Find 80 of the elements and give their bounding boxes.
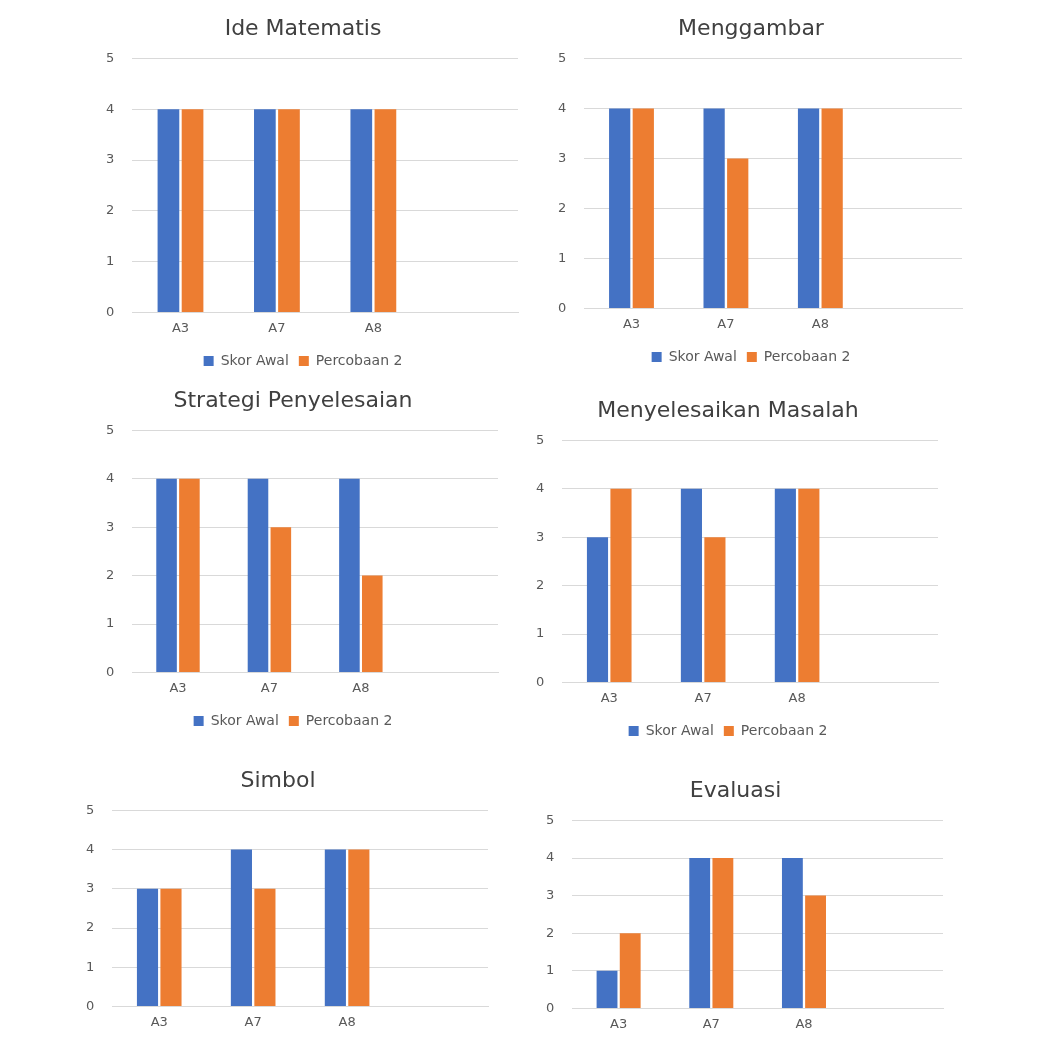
y-tick-label: 4 xyxy=(105,470,115,486)
y-tick-label: 4 xyxy=(105,100,115,116)
y-tick-label: 0 xyxy=(545,999,555,1015)
y-tick-label: 4 xyxy=(557,99,567,115)
y-tick-label: 5 xyxy=(85,801,95,817)
bar xyxy=(362,575,383,672)
bar xyxy=(619,933,641,1008)
x-tick-label: A3 xyxy=(169,679,187,695)
legend-label: Skor Awal xyxy=(220,351,289,368)
chart-title: Evaluasi xyxy=(689,776,782,802)
y-tick-label: 1 xyxy=(105,615,115,631)
chart-title: Menggambar xyxy=(678,14,825,40)
x-tick-label: A8 xyxy=(795,1015,813,1031)
y-tick-label: 3 xyxy=(557,149,567,165)
chart-title: Strategi Penyelesaian xyxy=(173,386,413,412)
bar xyxy=(156,478,177,672)
y-tick-label: 2 xyxy=(85,919,95,935)
legend-label: Percobaan 2 xyxy=(305,711,393,728)
x-tick-label: A7 xyxy=(260,679,279,695)
legend-label: Percobaan 2 xyxy=(763,347,851,364)
bar xyxy=(712,858,734,1008)
y-tick-label: 3 xyxy=(85,880,95,896)
legend-label: Percobaan 2 xyxy=(315,351,403,368)
bar xyxy=(247,478,269,672)
y-tick-label: 2 xyxy=(105,566,115,582)
y-tick-label: 0 xyxy=(85,997,95,1013)
y-tick-label: 2 xyxy=(535,576,545,592)
x-tick-label: A7 xyxy=(268,319,286,335)
y-tick-label: 0 xyxy=(105,303,115,319)
y-tick-label: 5 xyxy=(535,431,545,447)
y-tick-label: 2 xyxy=(105,202,115,218)
y-tick-label: 3 xyxy=(105,151,115,167)
x-tick-label: A3 xyxy=(171,319,190,335)
y-tick-label: 4 xyxy=(535,480,545,496)
x-tick-label: A7 xyxy=(694,689,712,705)
y-tick-label: 5 xyxy=(545,811,555,827)
x-tick-label: A7 xyxy=(244,1013,262,1029)
x-tick-label: A8 xyxy=(352,679,370,695)
y-tick-label: 3 xyxy=(535,528,545,544)
bar xyxy=(805,895,826,1008)
chart-title: Menyelesaikan Masalah xyxy=(597,396,859,422)
y-tick-label: 2 xyxy=(545,924,555,940)
bar xyxy=(270,527,292,672)
y-tick-label: 0 xyxy=(105,663,115,679)
y-tick-label: 1 xyxy=(105,252,115,268)
x-tick-label: A3 xyxy=(150,1013,168,1029)
y-tick-label: 1 xyxy=(557,249,567,265)
bar xyxy=(179,478,200,672)
y-tick-label: 4 xyxy=(545,849,555,865)
y-tick-label: 5 xyxy=(105,421,115,437)
x-tick-label: A8 xyxy=(788,689,806,705)
x-tick-label: A3 xyxy=(610,1015,628,1031)
chart-title: Simbol xyxy=(240,766,316,792)
y-tick-label: 4 xyxy=(85,840,95,856)
y-tick-label: 3 xyxy=(545,886,555,902)
y-tick-label: 1 xyxy=(535,625,545,641)
bar xyxy=(781,858,803,1008)
legend-label: Skor Awal xyxy=(645,721,714,738)
x-tick-label: A8 xyxy=(338,1013,356,1029)
bar xyxy=(339,478,360,672)
y-tick-label: 5 xyxy=(105,49,115,65)
legend-label: Percobaan 2 xyxy=(740,721,828,738)
y-tick-label: 5 xyxy=(557,49,567,65)
legend-label: Skor Awal xyxy=(210,711,279,728)
x-tick-label: A3 xyxy=(600,689,618,705)
legend-label: Skor Awal xyxy=(668,347,737,364)
y-tick-label: 3 xyxy=(105,518,115,534)
x-tick-label: A8 xyxy=(811,315,829,331)
y-tick-label: 2 xyxy=(557,199,567,215)
x-tick-label: A7 xyxy=(702,1015,720,1031)
x-tick-label: A8 xyxy=(364,319,382,335)
y-tick-label: 1 xyxy=(545,962,555,978)
chart-title: Ide Matematis xyxy=(224,14,382,40)
x-tick-label: A7 xyxy=(717,315,735,331)
bar xyxy=(596,970,618,1008)
y-tick-label: 0 xyxy=(535,673,545,689)
y-tick-label: 1 xyxy=(85,958,95,974)
bar xyxy=(689,858,711,1008)
y-tick-label: 0 xyxy=(557,299,567,315)
x-tick-label: A3 xyxy=(622,315,641,331)
